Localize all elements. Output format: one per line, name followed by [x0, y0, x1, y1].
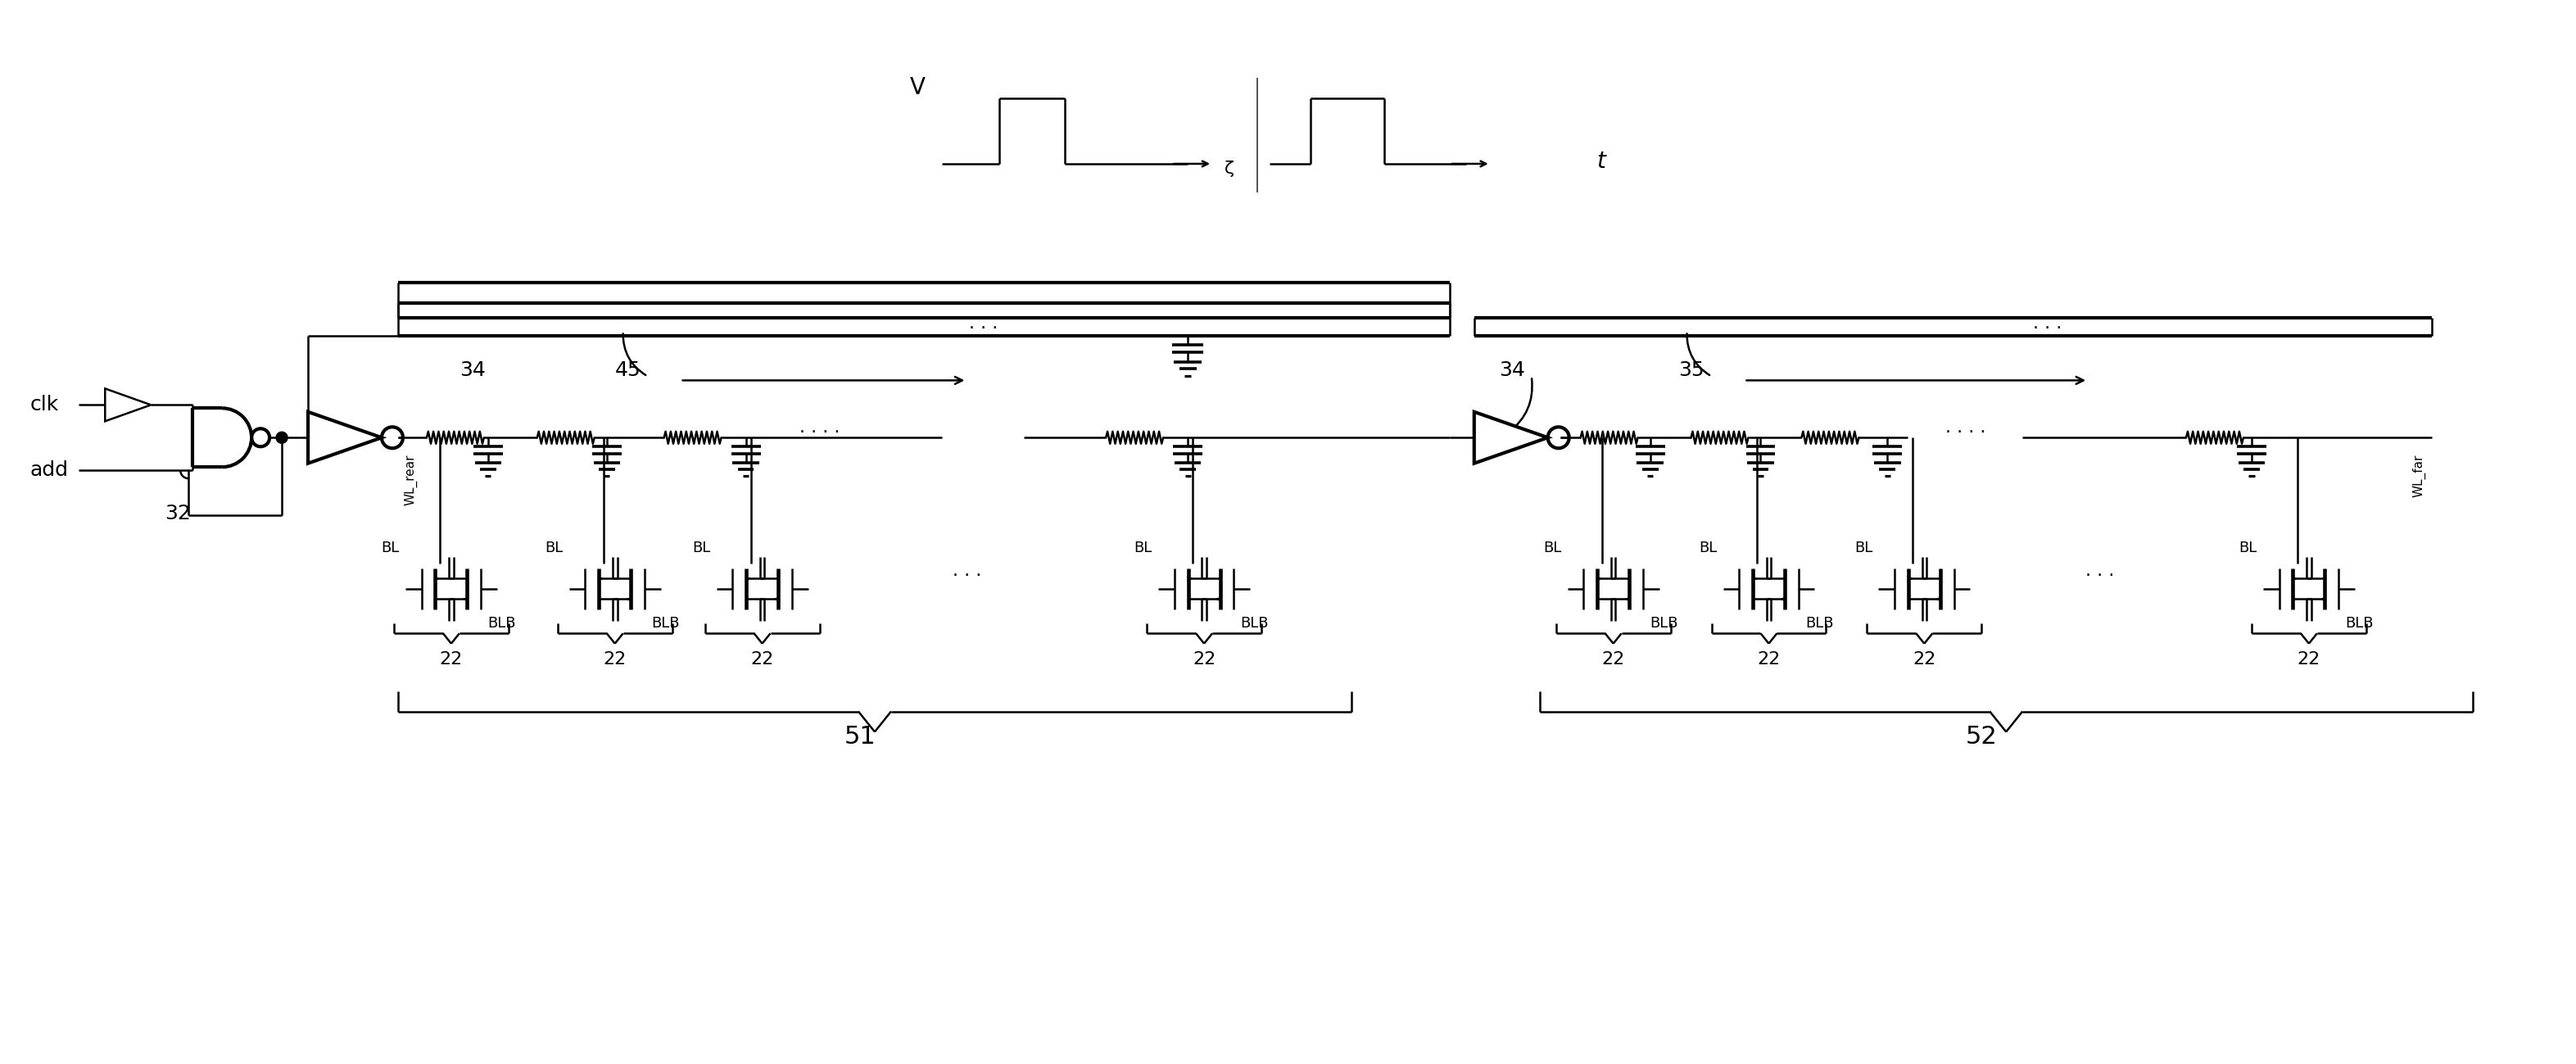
Text: · · ·: · · ·: [969, 320, 997, 336]
Text: BL: BL: [1543, 541, 1561, 555]
Circle shape: [276, 432, 289, 444]
Polygon shape: [309, 412, 381, 463]
Text: 51: 51: [845, 726, 876, 749]
Text: ζ: ζ: [1224, 161, 1234, 177]
Text: BL: BL: [693, 541, 711, 555]
Polygon shape: [1473, 412, 1548, 463]
Text: BLB: BLB: [1242, 616, 1267, 631]
Text: BLB: BLB: [2344, 616, 2372, 631]
Text: BL: BL: [2239, 541, 2257, 555]
Text: WL_far: WL_far: [2414, 454, 2427, 497]
Text: BLB: BLB: [487, 616, 515, 631]
Text: 52: 52: [1965, 726, 1996, 749]
Text: clk: clk: [31, 395, 59, 415]
Text: V: V: [909, 77, 925, 99]
Text: BLB: BLB: [652, 616, 680, 631]
Text: BLB: BLB: [1806, 616, 1834, 631]
Text: · · ·: · · ·: [953, 567, 981, 584]
Text: BL: BL: [1698, 541, 1718, 555]
Text: BL: BL: [1133, 541, 1151, 555]
Text: 22: 22: [1193, 651, 1216, 667]
Text: 22: 22: [440, 651, 464, 667]
Text: BL: BL: [381, 541, 399, 555]
Text: 22: 22: [603, 651, 626, 667]
Text: · · ·: · · ·: [2032, 320, 2061, 336]
Text: WL_rear: WL_rear: [404, 454, 417, 505]
Text: 22: 22: [1757, 651, 1780, 667]
Text: · · ·: · · ·: [2087, 567, 2115, 584]
Text: · · · ·: · · · ·: [799, 425, 840, 440]
Text: 34: 34: [459, 361, 484, 381]
Text: 34: 34: [1499, 361, 1525, 381]
Text: add: add: [31, 461, 70, 480]
Text: 22: 22: [1602, 651, 1625, 667]
Text: 32: 32: [165, 503, 191, 523]
Text: 22: 22: [750, 651, 773, 667]
Text: BL: BL: [546, 541, 564, 555]
Polygon shape: [106, 388, 152, 421]
Text: 35: 35: [1680, 361, 1705, 381]
Text: t: t: [1597, 150, 1605, 172]
Text: BL: BL: [1855, 541, 1873, 555]
Text: BLB: BLB: [1649, 616, 1677, 631]
Text: · · · ·: · · · ·: [1945, 425, 1986, 440]
Text: 22: 22: [2298, 651, 2321, 667]
Text: 22: 22: [1914, 651, 1935, 667]
Text: 45: 45: [616, 361, 641, 381]
